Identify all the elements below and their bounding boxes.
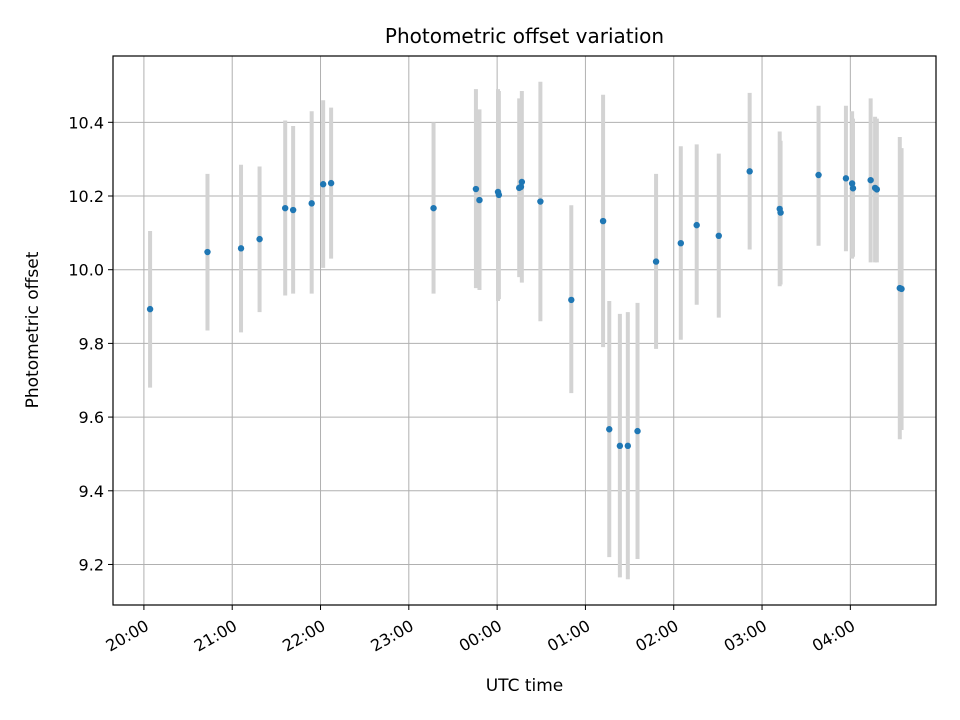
data-point xyxy=(237,245,245,252)
x-axis-label: UTC time xyxy=(486,676,564,696)
data-point xyxy=(815,171,822,179)
data-point xyxy=(518,178,526,186)
data-point xyxy=(289,206,297,214)
data-point xyxy=(616,442,624,450)
data-point xyxy=(319,181,327,188)
data-point xyxy=(746,168,753,175)
y-tick-label: 10.2 xyxy=(68,187,104,206)
data-point xyxy=(624,442,632,450)
data-point xyxy=(146,305,154,313)
data-point xyxy=(849,185,857,192)
data-point xyxy=(308,200,315,207)
data-point xyxy=(568,296,575,304)
data-point xyxy=(517,183,525,191)
data-point xyxy=(634,427,641,435)
data-point xyxy=(848,180,856,187)
data-points xyxy=(146,168,905,450)
y-tick-label: 9.4 xyxy=(79,482,104,501)
data-point xyxy=(606,426,613,433)
y-tick-label: 9.8 xyxy=(79,334,104,353)
data-point xyxy=(777,209,784,216)
data-point xyxy=(537,198,544,205)
data-point xyxy=(430,204,437,212)
data-point xyxy=(677,239,684,247)
data-point xyxy=(842,175,850,182)
data-point xyxy=(599,217,607,225)
y-axis: 9.2 9.4 9.6 9.8 10.0 10.2 10.4 xyxy=(68,113,113,574)
plot-frame xyxy=(112,55,937,606)
data-point xyxy=(204,248,211,256)
data-point xyxy=(873,186,881,193)
y-tick-label: 10.4 xyxy=(68,113,104,132)
data-point xyxy=(327,179,335,187)
data-point xyxy=(898,285,905,293)
data-point xyxy=(652,258,660,265)
data-point xyxy=(495,191,503,199)
y-tick-label: 9.6 xyxy=(79,408,104,427)
data-point xyxy=(693,221,700,229)
y-axis-label: Photometric offset xyxy=(23,251,43,408)
data-point xyxy=(472,185,480,193)
y-tick-label: 9.2 xyxy=(79,555,104,574)
data-point xyxy=(281,204,289,212)
chart-title: Photometric offset variation xyxy=(385,24,664,48)
data-point xyxy=(715,232,722,240)
y-tick-label: 10.0 xyxy=(68,261,104,280)
data-point xyxy=(476,196,483,204)
data-point xyxy=(256,235,263,243)
data-point xyxy=(867,176,874,184)
